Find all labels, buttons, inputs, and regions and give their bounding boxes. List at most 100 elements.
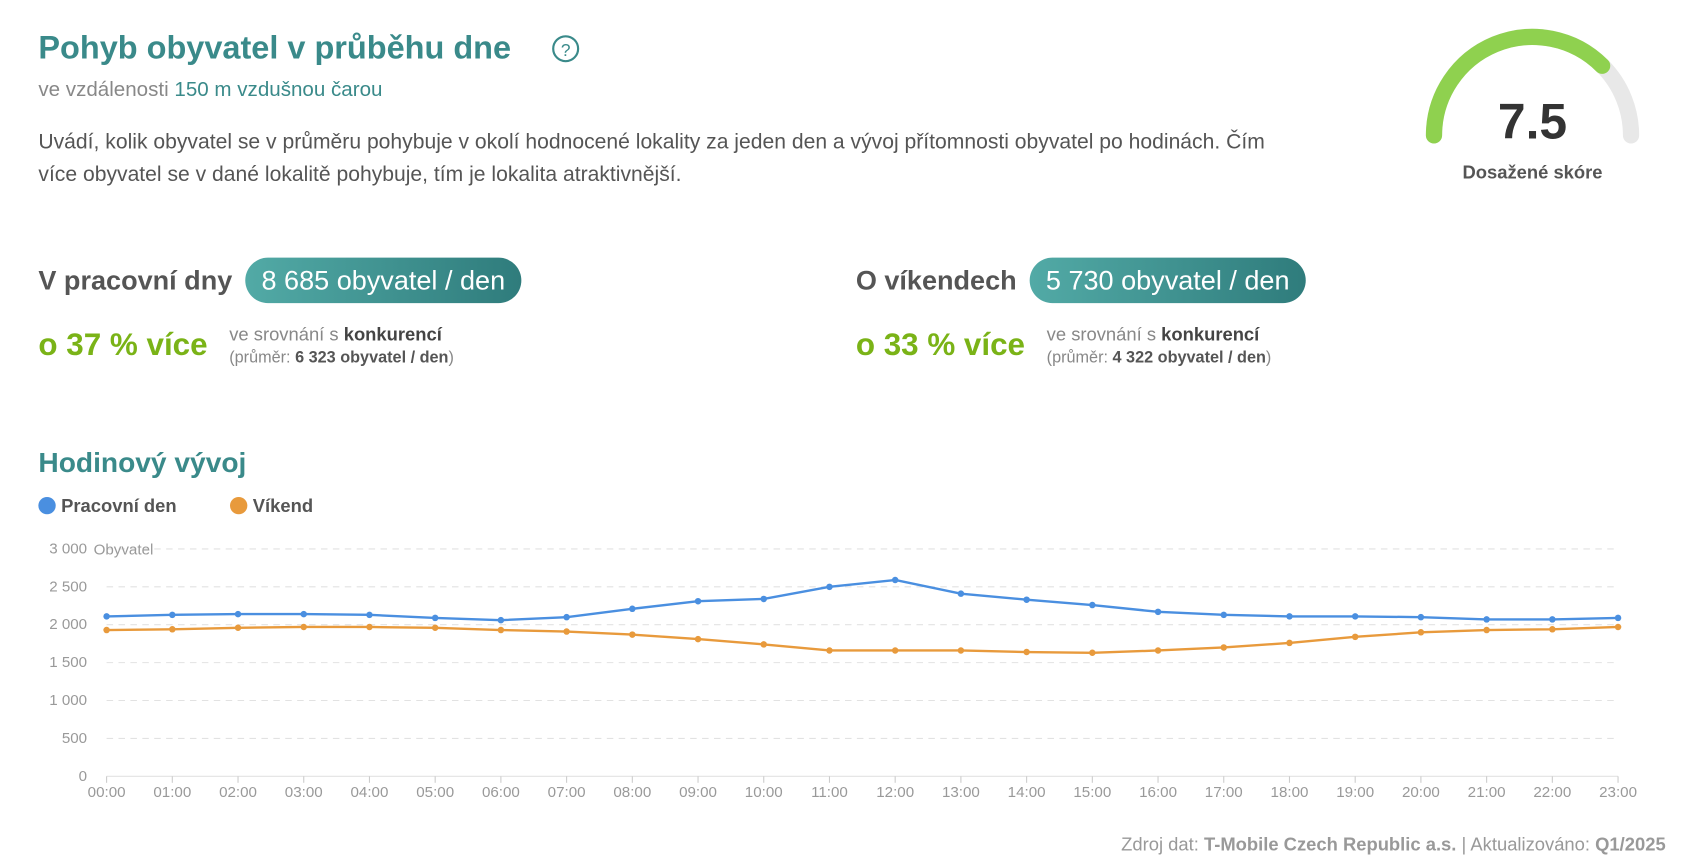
series-point — [1549, 616, 1556, 623]
stat-value: 5 730 obyvatel / den — [1046, 265, 1290, 295]
series-point — [497, 626, 505, 634]
x-tick-label: 13:00 — [942, 784, 980, 801]
series-point — [760, 641, 767, 648]
subtitle: ve vzdálenosti 150 m vzdušnou čarou — [38, 77, 382, 100]
gauge-fill — [1425, 28, 1611, 144]
x-tick-label: 16:00 — [1139, 784, 1177, 801]
series-point — [300, 610, 307, 618]
y-tick-label: 2 000 — [49, 616, 87, 633]
x-tick-label: 19:00 — [1336, 784, 1374, 801]
x-tick-label: 22:00 — [1533, 784, 1571, 801]
x-tick-label: 02:00 — [219, 784, 257, 801]
average-prefix: (průměr: — [229, 348, 290, 366]
series-point — [1023, 648, 1030, 656]
series-point — [1286, 639, 1293, 647]
series-point — [694, 597, 702, 605]
series-point — [431, 614, 439, 622]
subtitle-distance: 150 m vzdušnou čarou — [174, 77, 382, 100]
series-point — [431, 624, 439, 632]
series-point — [694, 635, 702, 643]
series-point — [103, 613, 110, 620]
series-point — [497, 616, 505, 624]
compare-text: ve srovnání s konkurencí — [229, 323, 443, 344]
series-point — [957, 647, 965, 654]
compare-target: konkurencí — [1161, 323, 1260, 344]
series-point — [300, 623, 307, 631]
y-tick-label: 1 500 — [49, 654, 87, 671]
series-point — [366, 623, 373, 631]
score-label: Dosažené skóre — [1462, 162, 1602, 183]
series-point — [1351, 633, 1359, 641]
compare-target: konkurencí — [344, 323, 443, 344]
series-point — [169, 611, 176, 619]
stats: V pracovní dny 8 685 obyvatel / den o 37 %… — [38, 257, 1306, 366]
page-title: Pohyb obyvatel v průběhu dne — [38, 30, 511, 66]
x-tick-label: 12:00 — [876, 784, 914, 801]
x-tick-label: 11:00 — [811, 784, 848, 801]
stat-pill — [1029, 257, 1306, 304]
y-tick-label: 500 — [62, 730, 87, 747]
x-tick-label: 09:00 — [679, 784, 717, 801]
y-tick-label: 3 000 — [49, 540, 87, 557]
average-suffix: ) — [448, 348, 453, 366]
series-point — [563, 613, 570, 621]
y-tick-label: 2 500 — [49, 578, 87, 595]
series-line — [106, 625, 1619, 654]
series-point — [760, 595, 767, 603]
series-point — [891, 647, 899, 654]
series-point — [103, 626, 110, 634]
updated-prefix: | Aktualizováno: — [1462, 833, 1590, 854]
series-point — [1417, 629, 1425, 636]
series-point — [1483, 626, 1490, 634]
series-point — [366, 611, 373, 619]
series-point — [629, 631, 636, 638]
updated: Q1/2025 — [1595, 833, 1666, 854]
series-point — [826, 647, 833, 654]
series-point — [234, 610, 242, 618]
series-point — [826, 583, 833, 591]
series-point — [891, 576, 899, 584]
legend-marker — [38, 496, 56, 515]
x-tick-label: 23:00 — [1599, 784, 1637, 801]
stat-pill — [245, 257, 522, 304]
chart-title: Hodinový vývoj — [38, 447, 246, 478]
chart: Pracovní den Víkend 0 500 1 000 1 500 2 000 2 5… — [38, 495, 1637, 801]
series-point — [1351, 613, 1359, 620]
help-icon[interactable]: ? — [552, 35, 580, 63]
x-tick-label: 20:00 — [1402, 784, 1440, 801]
series-point — [1614, 623, 1622, 631]
y-tick-label: 0 — [79, 768, 87, 785]
stat-block: O víkendech 5 730 obyvatel / den o 33 % ví… — [856, 257, 1306, 366]
x-tick-label: 10:00 — [745, 784, 783, 801]
x-tick-label: 06:00 — [482, 784, 520, 801]
x-tick-label: 18:00 — [1271, 784, 1309, 801]
score-value: 7.5 — [1498, 93, 1567, 149]
x-tick-label: 15:00 — [1073, 784, 1111, 801]
series-point — [957, 590, 965, 597]
y-tick-label: 1 000 — [49, 692, 87, 709]
legend-marker — [230, 496, 248, 515]
help-circle[interactable] — [552, 35, 580, 63]
stat-label: V pracovní dny — [38, 265, 232, 295]
series-point — [1286, 613, 1293, 620]
average-text: (průměr: 4 322 obyvatel / den) — [1047, 348, 1272, 366]
x-tick-label: 14:00 — [1008, 784, 1046, 801]
help-mark[interactable]: ? — [561, 40, 571, 60]
series-point — [1220, 644, 1228, 651]
series-point — [1483, 616, 1490, 623]
stat-value: 8 685 obyvatel / den — [262, 265, 506, 295]
x-tick-label: 08:00 — [613, 784, 651, 801]
x-tick-label: 03:00 — [285, 784, 323, 801]
description-box: Uvádí, kolik obyvatel se v průměru pohyb… — [38, 130, 1264, 186]
x-tick-label: 21:00 — [1468, 784, 1506, 801]
y-axis-label: Obyvatel — [94, 542, 154, 559]
series-point — [1549, 626, 1556, 633]
x-tick-label: 05:00 — [416, 784, 454, 801]
series-point — [169, 626, 176, 633]
series-point — [1089, 649, 1096, 657]
series-point — [563, 628, 570, 635]
x-tick-label: 17:00 — [1205, 784, 1243, 801]
series-point — [629, 605, 636, 613]
